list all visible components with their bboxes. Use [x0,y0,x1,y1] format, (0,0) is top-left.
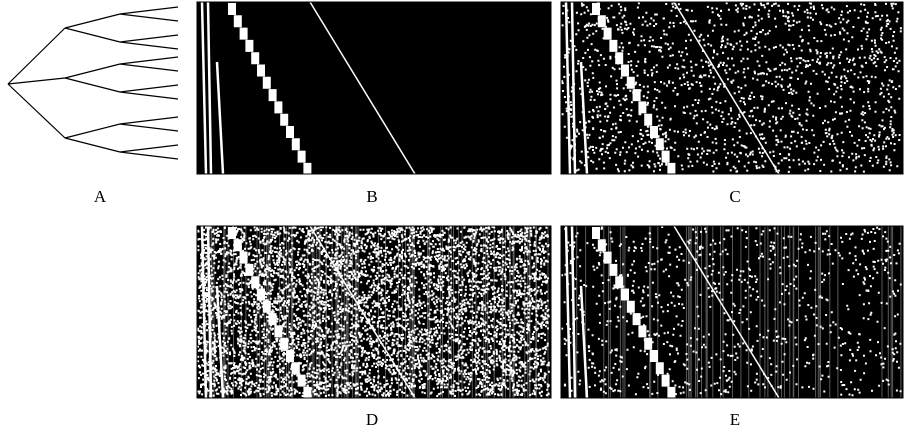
matrix-panel [196,225,552,399]
panel-label: B [366,187,377,206]
matrix-panel [560,225,904,399]
panel-frame [560,225,904,399]
vertical-stripe [200,1,225,175]
staircase [592,227,676,399]
matrix-panel [560,1,904,175]
tree-diagram [7,6,179,160]
matrix-background [197,2,551,174]
staircase [228,3,312,175]
vertical-stripe [564,1,589,175]
diagonal-line [309,1,416,175]
vertical-stripe [564,225,589,399]
noise-streaks [576,226,902,398]
diagonal-line [309,225,416,399]
panel-label: C [729,187,740,206]
tree-edges [7,6,179,160]
panel-frame [196,1,552,175]
panel-label: A [94,187,107,206]
panel-frame [560,1,904,175]
staircase [592,3,676,175]
panel-label: E [730,410,740,429]
diagonal-line [673,225,780,399]
panel-label: D [366,410,378,429]
matrix-panel [196,1,552,175]
noise-dots [197,226,550,397]
diagonal-line [673,1,780,175]
staircase [228,227,312,399]
vertical-stripe [200,225,225,399]
noise-dots [561,226,902,397]
panel-frame [196,225,552,399]
noise-dots [561,2,902,173]
